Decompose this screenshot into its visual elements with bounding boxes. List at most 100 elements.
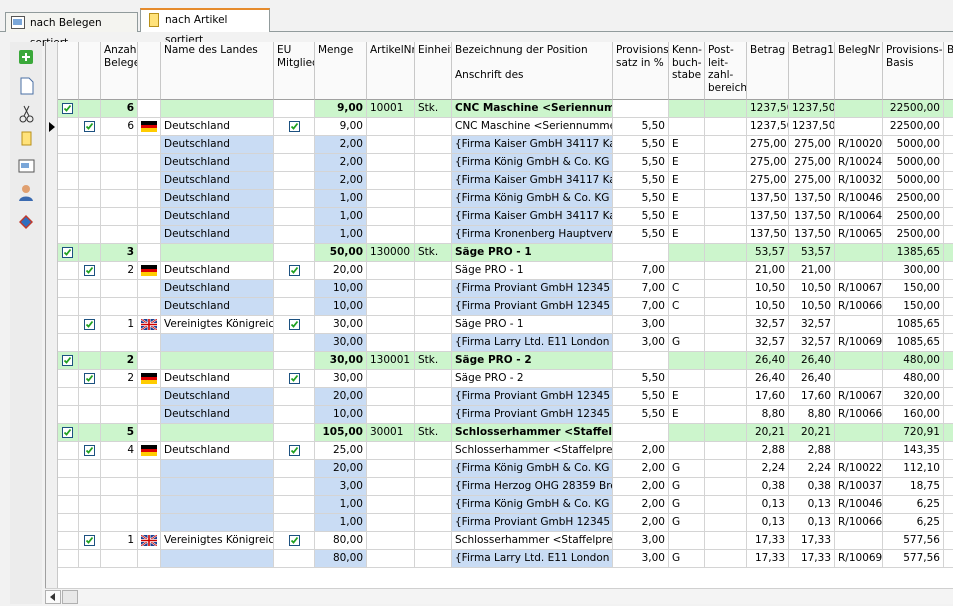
check-mark xyxy=(85,536,94,544)
cell xyxy=(944,100,953,118)
cell xyxy=(367,550,415,568)
check-mark xyxy=(290,320,299,328)
scroll-left-button[interactable] xyxy=(45,590,61,604)
cell xyxy=(367,406,415,424)
checkbox[interactable] xyxy=(62,355,73,366)
cell xyxy=(415,172,452,190)
checkbox[interactable] xyxy=(289,535,300,546)
cell xyxy=(705,172,747,190)
checkbox[interactable] xyxy=(289,265,300,276)
column-header[interactable]: Bezeichnung der Position Anschrift des xyxy=(452,42,613,100)
cell: R/10067 xyxy=(835,280,883,298)
cell: 275,00 xyxy=(789,172,835,190)
cell xyxy=(101,280,138,298)
sub-row: 1,00 {Firma Proviant GmbH 12345 Ber2,00G 0… xyxy=(46,514,953,532)
cell xyxy=(835,442,883,460)
column-header[interactable]: Einheit xyxy=(415,42,452,100)
document-button[interactable] xyxy=(20,77,34,95)
cell: R/10067 xyxy=(835,388,883,406)
cell: Deutschland xyxy=(161,118,274,136)
cell xyxy=(138,316,161,334)
add-button[interactable] xyxy=(19,50,33,64)
cell: 1,00 xyxy=(315,514,367,532)
cell: 5000,00 xyxy=(883,172,944,190)
cell xyxy=(669,424,705,442)
checkbox[interactable] xyxy=(289,319,300,330)
checkbox[interactable] xyxy=(84,373,95,384)
column-header[interactable]: Provisions- Basis xyxy=(883,42,944,100)
cell: 130000 xyxy=(367,244,415,262)
cut-button[interactable] xyxy=(19,105,34,123)
column-header[interactable]: ArtikelNr. xyxy=(367,42,415,100)
column-header[interactable]: Post- leit- zahl- bereich xyxy=(705,42,747,100)
cell: 577,56 xyxy=(883,550,944,568)
checkbox[interactable] xyxy=(289,373,300,384)
cell xyxy=(58,280,79,298)
checkbox[interactable] xyxy=(84,319,95,330)
column-header[interactable]: Be xyxy=(944,42,953,100)
cell: {Firma König GmbH & Co. KG 560 xyxy=(452,154,613,172)
cell xyxy=(415,208,452,226)
sub-row: Deutschland 2,00 {Firma Kaiser GmbH 34117 … xyxy=(46,136,953,154)
horizontal-scrollbar[interactable] xyxy=(45,588,953,604)
column-header[interactable]: Name des Landes xyxy=(161,42,274,100)
cell: E xyxy=(669,388,705,406)
detail-row: 4 Deutschland 25,00 Schlosserhammer <Staffe… xyxy=(46,442,953,460)
checkbox[interactable] xyxy=(62,427,73,438)
checkbox[interactable] xyxy=(84,535,95,546)
checkbox[interactable] xyxy=(84,121,95,132)
column-header[interactable]: Betrag xyxy=(747,42,789,100)
column-header[interactable]: EU Mitglied xyxy=(274,42,315,100)
cell xyxy=(367,208,415,226)
cell: 6 xyxy=(101,118,138,136)
cell xyxy=(274,460,315,478)
cell xyxy=(705,514,747,532)
sub-row: 3,00 {Firma Herzog OHG 28359 Breme2,00G 0,… xyxy=(46,478,953,496)
tab[interactable]: nach Belegen sortiert xyxy=(5,12,138,49)
scroll-thumb[interactable] xyxy=(62,590,78,604)
cell: Deutschland xyxy=(161,172,274,190)
tab-active[interactable]: nach Artikel sortiert xyxy=(140,8,270,46)
checkbox[interactable] xyxy=(84,445,95,456)
cell xyxy=(415,190,452,208)
column-header[interactable]: Menge xyxy=(315,42,367,100)
cell: 20,00 xyxy=(315,388,367,406)
cell: {Firma Larry Ltd. E11 London Ver xyxy=(452,550,613,568)
sub-row: Deutschland 1,00 {Firma König GmbH & Co. K… xyxy=(46,190,953,208)
cell xyxy=(944,226,953,244)
cell xyxy=(79,550,101,568)
cell xyxy=(138,370,161,388)
copy-button[interactable] xyxy=(21,131,32,146)
cell xyxy=(705,406,747,424)
checkbox[interactable] xyxy=(62,103,73,114)
checkbox[interactable] xyxy=(289,445,300,456)
column-header[interactable]: Anzahl Belege xyxy=(101,42,138,100)
cell xyxy=(944,136,953,154)
cell xyxy=(138,136,161,154)
detail-row: 1 Vereinigtes Königreich 30,00 Säge PRO - 1… xyxy=(46,316,953,334)
cell: Stk. xyxy=(415,424,452,442)
cell xyxy=(367,460,415,478)
cell xyxy=(944,514,953,532)
cell xyxy=(705,100,747,118)
cell: {Firma König GmbH & Co. KG 560 xyxy=(452,460,613,478)
cell: 17,33 xyxy=(789,532,835,550)
column-header[interactable]: Provisions- satz in % xyxy=(613,42,669,100)
cell: Stk. xyxy=(415,352,452,370)
column-header[interactable]: Kenn- buch- stabe xyxy=(669,42,705,100)
tab-strip-line xyxy=(0,31,953,32)
cell: 9,00 xyxy=(315,118,367,136)
cell xyxy=(669,316,705,334)
checkbox[interactable] xyxy=(84,265,95,276)
export-button[interactable] xyxy=(19,215,33,229)
cell xyxy=(705,550,747,568)
cell: Deutschland xyxy=(161,298,274,316)
cell: 1085,65 xyxy=(883,316,944,334)
column-header[interactable]: Betrag1 xyxy=(789,42,835,100)
user-button[interactable] xyxy=(19,185,33,201)
cell xyxy=(274,514,315,532)
checkbox[interactable] xyxy=(289,121,300,132)
view-button[interactable] xyxy=(18,159,35,173)
checkbox[interactable] xyxy=(62,247,73,258)
column-header[interactable]: BelegNr xyxy=(835,42,883,100)
